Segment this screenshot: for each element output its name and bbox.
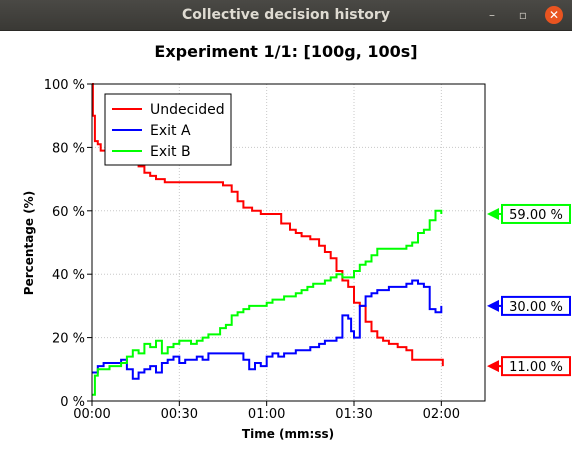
x-tick-label: 00:30 <box>161 407 198 422</box>
maximize-button[interactable]: ▫ <box>518 8 528 22</box>
end-value-arrow <box>487 299 499 312</box>
end-value-marker: 30.00 % <box>487 295 571 316</box>
y-tick-label: 80 % <box>52 141 85 156</box>
y-tick-label: 20 % <box>52 332 85 347</box>
end-value-marker: 59.00 % <box>487 203 571 224</box>
end-value-box <box>501 356 571 377</box>
end-value-label: 11.00 % <box>509 360 563 375</box>
legend-label: Exit B <box>150 144 191 160</box>
x-tick-label: 02:00 <box>423 407 460 422</box>
x-axis-label: Time (mm:ss) <box>242 427 334 441</box>
chart-title: Experiment 1/1: [100g, 100s] <box>154 42 417 61</box>
y-tick-label: 60 % <box>52 205 85 220</box>
x-tick-label: 00:00 <box>73 407 110 422</box>
plot-border <box>91 83 486 402</box>
y-axis-label: Percentage (%) <box>22 191 36 295</box>
y-tick-label: 100 % <box>44 78 85 93</box>
series-line-exit-b <box>92 209 443 396</box>
decision-history-chart: 00:00 00:30 01:00 01:30 02:00 0 % 20 % 40 % 60 %… <box>22 42 571 441</box>
end-value-label: 59.00 % <box>509 208 563 223</box>
legend-label: Undecided <box>150 102 225 118</box>
end-value-marker: 11.00 % <box>487 356 571 377</box>
end-value-box <box>501 203 571 224</box>
close-button[interactable]: ✕ <box>545 6 563 24</box>
y-tick-label: 0 % <box>60 395 85 410</box>
legend: Undecided Exit A Exit B <box>104 93 232 166</box>
minimize-button[interactable]: – <box>489 8 495 22</box>
end-value-arrow <box>487 360 499 373</box>
window-titlebar[interactable]: Collective decision history – ▫ ✕ <box>0 0 572 31</box>
end-value-label: 30.00 % <box>509 300 563 315</box>
chart-panel: 00:00 00:30 01:00 01:30 02:00 0 % 20 % 40 % 60 %… <box>0 31 572 460</box>
end-value-box <box>501 295 571 316</box>
window-title: Collective decision history <box>182 7 390 23</box>
end-value-arrow <box>487 207 499 220</box>
x-tick-label: 01:30 <box>335 407 372 422</box>
y-tick-label: 40 % <box>52 268 85 283</box>
x-tick-label: 01:00 <box>248 407 285 422</box>
series-line-exit-a <box>92 279 443 380</box>
legend-label: Exit A <box>150 123 191 139</box>
